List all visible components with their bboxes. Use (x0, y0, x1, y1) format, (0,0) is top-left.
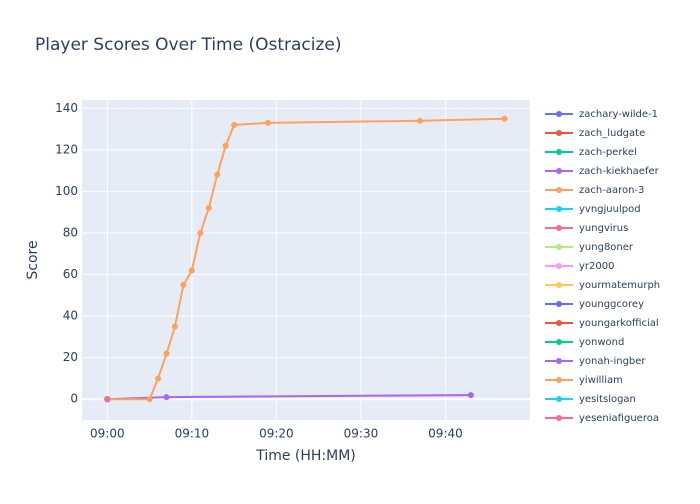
legend-marker (556, 320, 562, 326)
data-point (417, 117, 424, 124)
legend-marker (556, 168, 562, 174)
legend-label: yesitslogan (579, 394, 636, 405)
legend-marker (556, 263, 562, 269)
chart-title: Player Scores Over Time (Ostracize) (35, 35, 342, 55)
legend-marker (556, 187, 562, 193)
legend-label: younggcorey (579, 299, 644, 310)
legend-label: yr2000 (579, 261, 614, 272)
legend-marker (556, 130, 562, 136)
y-tick-label: 80 (63, 225, 78, 239)
data-point (214, 171, 221, 178)
legend-marker (556, 358, 562, 364)
y-tick-label: 40 (63, 309, 78, 323)
data-point (180, 281, 187, 288)
legend-marker (556, 377, 562, 383)
legend-marker (556, 225, 562, 231)
x-tick-label: 09:30 (344, 427, 379, 441)
legend-label: zach-kiekhaefer (579, 166, 660, 177)
legend-label: zach-aaron-3 (579, 185, 644, 196)
y-tick-label: 100 (55, 184, 78, 198)
x-tick-label: 09:20 (259, 427, 294, 441)
data-point (104, 396, 111, 403)
y-tick-label: 20 (63, 350, 78, 364)
legend-marker (556, 111, 562, 117)
legend-label: yeseniafigueroa (579, 413, 659, 424)
x-tick-label: 09:00 (90, 427, 125, 441)
legend-label: yung8oner (579, 242, 634, 253)
legend-label: yonwond (579, 337, 624, 348)
legend-label: yourmatemurph (579, 280, 660, 291)
marks (104, 115, 508, 403)
data-point (155, 375, 162, 382)
data-point (197, 229, 204, 236)
legend-marker (556, 415, 562, 421)
legend-label: zachary-wilde-1 (579, 109, 658, 120)
legend-marker (556, 301, 562, 307)
legend-marker (556, 282, 562, 288)
legend-label: yvngjuulpod (579, 204, 641, 215)
data-point (188, 267, 195, 274)
data-point (146, 396, 153, 403)
data-point (163, 350, 170, 357)
grid (82, 100, 530, 420)
legend-label: zach-perkel (579, 147, 637, 158)
legend-marker (556, 149, 562, 155)
data-point (222, 142, 229, 149)
legend: zachary-wilde-1 zach_ludgate zach-perkel za… (545, 109, 660, 424)
y-tick-label: 0 (70, 392, 78, 406)
data-point (171, 323, 178, 330)
x-tick-label: 09:40 (428, 427, 463, 441)
legend-marker (556, 339, 562, 345)
legend-marker (556, 206, 562, 212)
data-point (467, 392, 474, 399)
data-point (163, 394, 170, 401)
y-tick-label: 120 (55, 142, 78, 156)
legend-marker (556, 396, 562, 402)
y-tick-label: 60 (63, 267, 78, 281)
legend-label: youngarkofficial (579, 318, 659, 329)
legend-label: yungvirus (579, 223, 628, 234)
legend-label: yonah-ingber (579, 356, 646, 367)
legend-label: zach_ludgate (579, 128, 645, 139)
legend-marker (556, 244, 562, 250)
data-point (264, 119, 271, 126)
y-axis-label: Score (25, 240, 41, 279)
data-point (501, 115, 508, 122)
x-axis-label: Time (HH:MM) (255, 448, 356, 464)
legend-label: yiwilliam (579, 375, 623, 386)
x-tick-label: 09:10 (175, 427, 210, 441)
y-tick-label: 140 (55, 101, 78, 115)
plot-area (82, 100, 530, 420)
data-point (231, 121, 238, 128)
data-point (205, 205, 212, 212)
